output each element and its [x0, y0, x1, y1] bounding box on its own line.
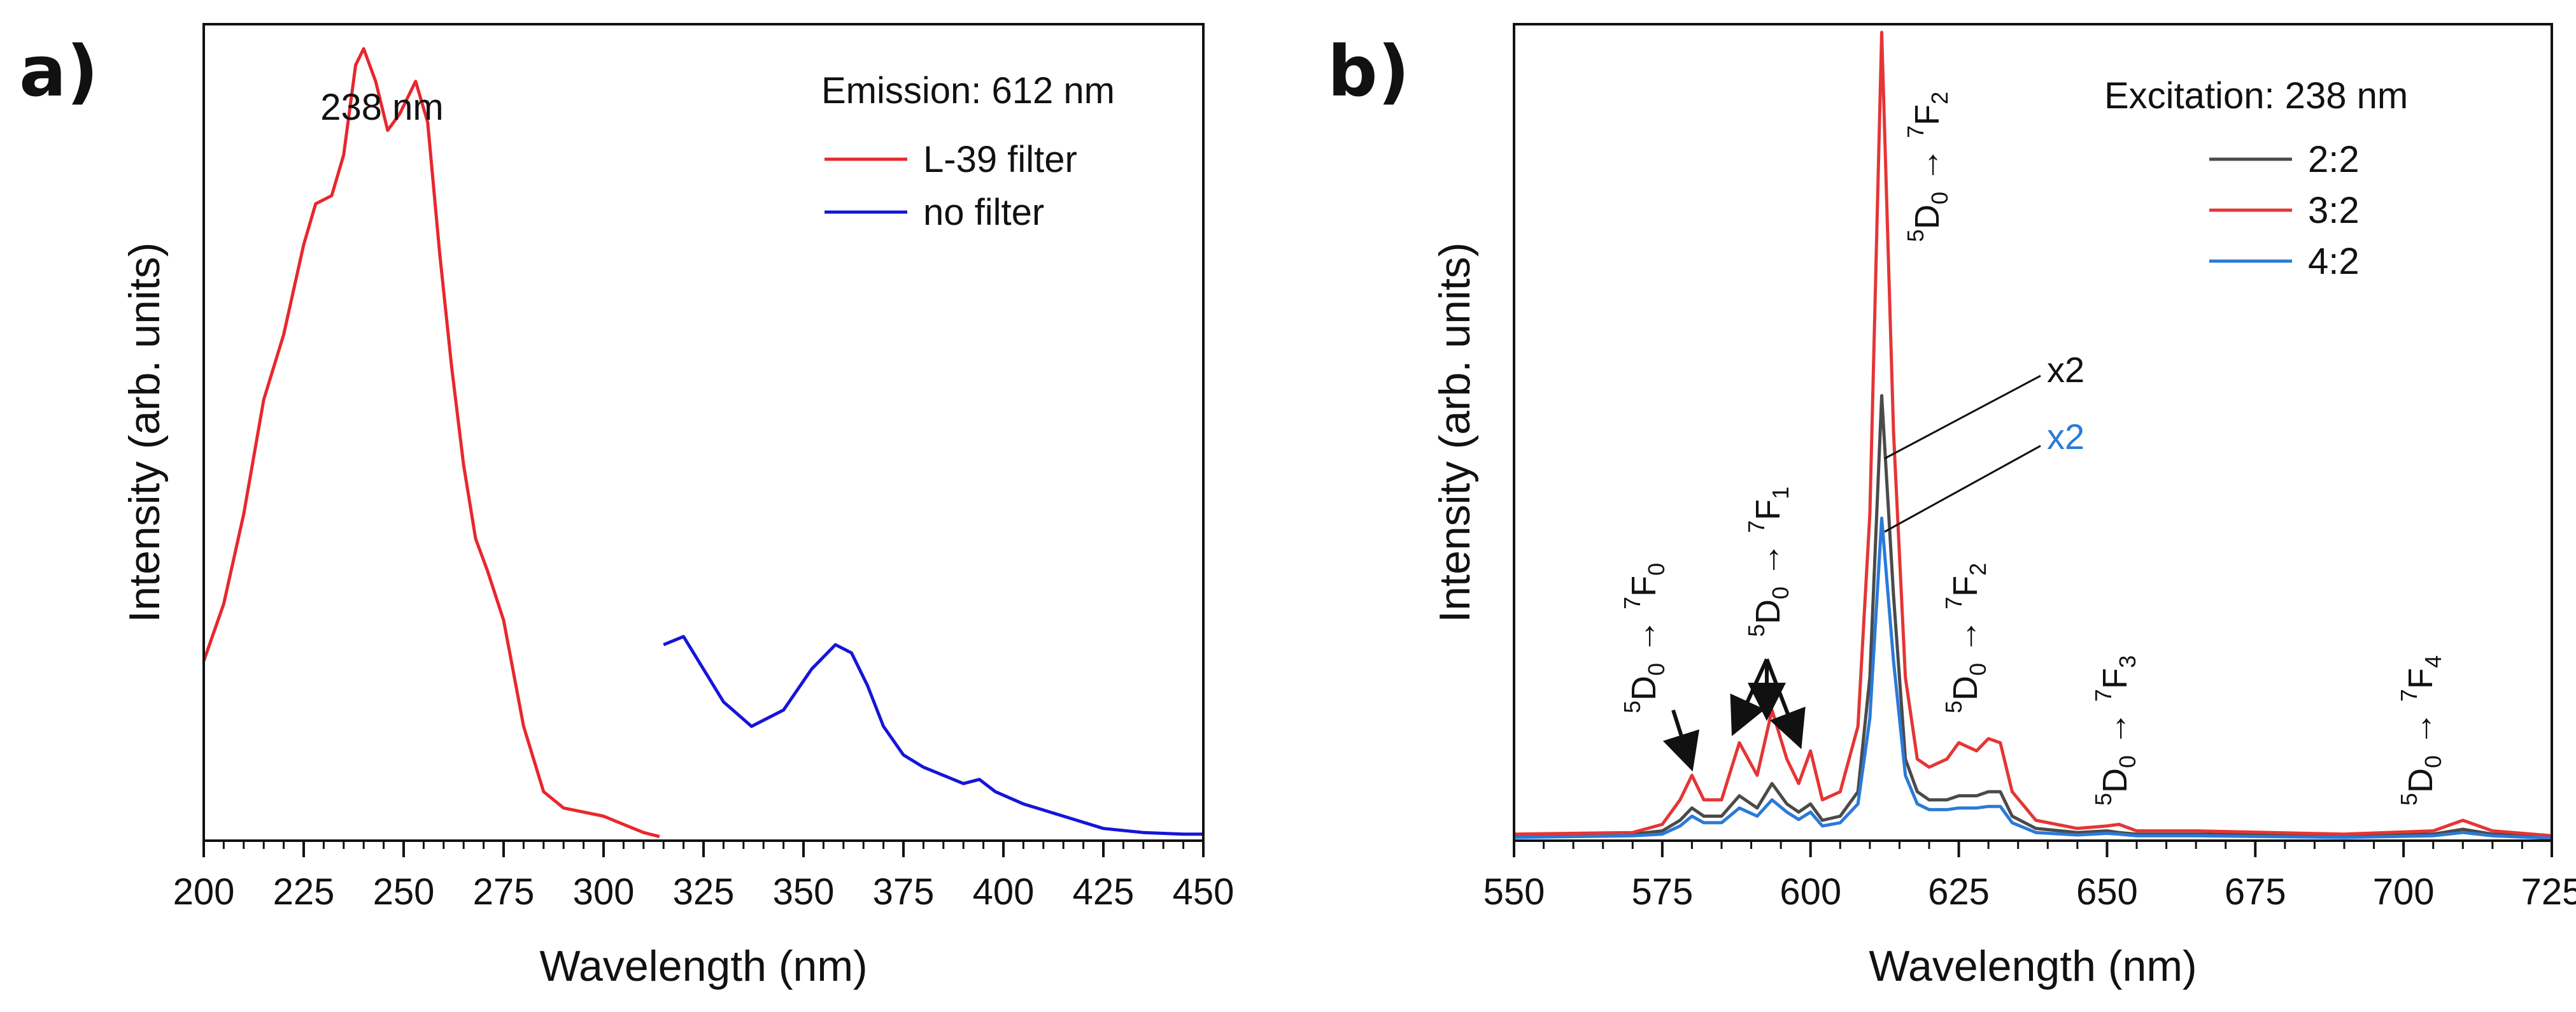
panel-a-ylabel: Intensity (arb. units): [120, 242, 169, 622]
x2-leader-line-gray: [1884, 374, 2041, 460]
panel-b-label: b): [1327, 31, 1410, 112]
transition-label-5d0-7f4: 5D0 → 7F4: [2396, 655, 2446, 806]
panel-b-series-3-2: [1513, 31, 2552, 837]
arrow-to-7f1-peak-left: [1730, 658, 1769, 736]
transition-label-5d0-7f1: 5D0 → 7F1: [1743, 487, 1794, 637]
panel-b-ylabel: Intensity (arb. units): [1431, 242, 1479, 622]
panel-a-tick-label-225: 225: [273, 871, 335, 913]
transition-label-5d0-7f0: 5D0 → 7F0: [1619, 563, 1669, 713]
legend-label-no-filter: no filter: [923, 192, 1044, 233]
panel-a-series-l-39-filter: [202, 47, 660, 839]
peak-annotation-238nm: 238 nm: [320, 87, 443, 128]
panel-a-tick-label-375: 375: [873, 871, 935, 913]
panel-b-frame: [1513, 23, 2553, 842]
panel-b-tick-label-700: 700: [2373, 871, 2435, 913]
panel-a-xlabel: Wavelength (nm): [539, 942, 867, 990]
peak-pointer-arrows: [1662, 658, 1806, 772]
x2-label-gray: x2: [2047, 350, 2084, 390]
panel-b-tick-label-650: 650: [2076, 871, 2138, 913]
panel-a-series-no-filter: [663, 635, 1203, 836]
panel-b-tick-label-600: 600: [1780, 871, 1841, 913]
transition-label-5d0-7f2-main: 5D0 → 7F2: [1902, 92, 1953, 242]
panel-a-legend-title: Emission: 612 nm: [821, 70, 1115, 111]
panel-a: a) 200 225 250 275 300 325 350 375 400 425 450 Wav…: [19, 23, 1235, 990]
x2-label-blue: x2: [2047, 417, 2084, 457]
panel-a-tick-label-250: 250: [373, 871, 435, 913]
panel-b-tick-label-625: 625: [1928, 871, 1990, 913]
panel-b-tick-label-725: 725: [2521, 871, 2576, 913]
panel-b-series-4-2: [1513, 517, 2552, 840]
panel-a-legend: Emission: 612 nm L-39 filter no filter: [821, 70, 1115, 233]
panel-a-tick-label-275: 275: [473, 871, 535, 913]
panel-a-tick-label-450: 450: [1173, 871, 1235, 913]
panel-b-tick-label-575: 575: [1631, 871, 1693, 913]
panel-a-tick-label-400: 400: [973, 871, 1035, 913]
transition-label-5d0-7f2-side: 5D0 → 7F2: [1941, 563, 1991, 713]
panel-b-xlabel: Wavelength (nm): [1869, 942, 2197, 990]
panel-a-label: a): [19, 31, 99, 112]
panel-b-plot-area: [1513, 31, 2552, 840]
transition-labels: 5D0 → 7F0 5D0 → 7F1 5D0 → 7F2 5D0 → 7F2 …: [1619, 92, 2446, 806]
panel-b-tick-label-550: 550: [1483, 871, 1545, 913]
panel-b: b) 550 575 600 625 650 675 700 725 Wavelength (…: [1327, 23, 2576, 990]
arrow-to-7f0-peak: [1662, 709, 1700, 772]
panel-a-tick-label-325: 325: [673, 871, 735, 913]
panel-b-tick-label-675: 675: [2225, 871, 2286, 913]
legend-label-l39-filter: L-39 filter: [923, 139, 1077, 180]
panel-b-series-2-2: [1513, 394, 2552, 839]
arrow-to-7f1-peak-right: [1765, 658, 1806, 750]
panel-a-tick-label-200: 200: [173, 871, 235, 913]
multiplier-annotations: x2 x2: [1884, 350, 2084, 533]
legend-label-4-2: 4:2: [2308, 241, 2360, 282]
transition-label-5d0-7f3: 5D0 → 7F3: [2090, 655, 2141, 806]
x2-leader-line-blue: [1884, 445, 2041, 533]
panel-a-tick-label-425: 425: [1073, 871, 1135, 913]
panel-a-tick-label-300: 300: [573, 871, 635, 913]
panel-a-x-ticks: 200 225 250 275 300 325 350 375 400 425 450: [173, 841, 1235, 913]
panel-b-legend-title: Excitation: 238 nm: [2104, 75, 2408, 117]
legend-label-2-2: 2:2: [2308, 139, 2360, 180]
panel-a-tick-label-350: 350: [773, 871, 835, 913]
legend-label-3-2: 3:2: [2308, 190, 2360, 231]
panel-a-plot-area: [202, 47, 1203, 839]
panel-b-x-ticks: 550 575 600 625 650 675 700 725: [1483, 841, 2576, 913]
panel-b-legend: Excitation: 238 nm 2:2 3:2 4:2: [2104, 75, 2408, 282]
